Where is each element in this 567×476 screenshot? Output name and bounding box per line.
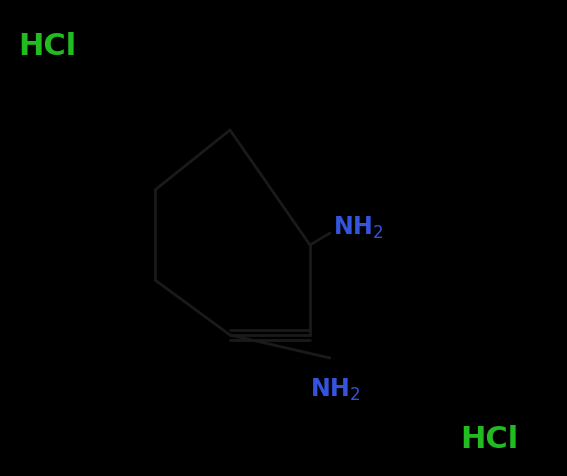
Text: NH$_2$: NH$_2$ bbox=[310, 377, 360, 403]
Text: HCl: HCl bbox=[460, 426, 518, 455]
Text: HCl: HCl bbox=[18, 32, 76, 61]
Text: NH$_2$: NH$_2$ bbox=[333, 215, 383, 241]
